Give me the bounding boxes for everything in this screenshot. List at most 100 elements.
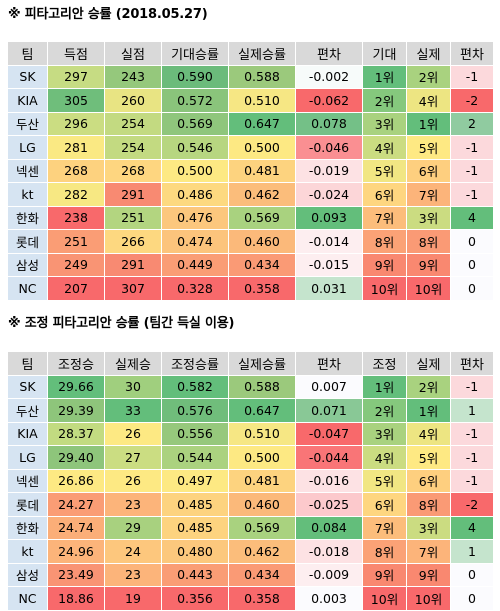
value-cell: 8위 <box>362 229 407 254</box>
header-cell: 편차 <box>295 41 363 66</box>
table-row: kt 24.96 24 0.480 0.462 -0.018 8위 7위 1 <box>7 539 494 564</box>
value-cell: -1 <box>450 135 494 160</box>
value-cell: 0.434 <box>228 252 296 277</box>
table-row: SK 29.66 30 0.582 0.588 0.007 1위 2위 -1 <box>7 374 494 399</box>
value-cell: 4위 <box>362 135 407 160</box>
value-cell: 3위 <box>362 111 407 136</box>
value-cell: 2위 <box>362 88 407 113</box>
table-row: 삼성 23.49 23 0.443 0.434 -0.009 9위 9위 0 <box>7 562 494 587</box>
team-cell: kt <box>7 539 48 564</box>
header-cell: 실제승률 <box>228 41 296 66</box>
value-cell: 23 <box>104 492 162 517</box>
value-cell: -0.024 <box>295 182 363 207</box>
value-cell: 0.647 <box>228 398 296 423</box>
table-row: SK 297 243 0.590 0.588 -0.002 1위 2위 -1 <box>7 64 494 89</box>
value-cell: 6위 <box>362 182 407 207</box>
header-cell: 기대 <box>362 41 407 66</box>
pythagorean-title: ※ 피타고리안 승률 (2018.05.27) <box>8 7 208 22</box>
header-cell: 실점 <box>104 41 162 66</box>
value-cell: 1위 <box>406 398 451 423</box>
value-cell: 0.328 <box>161 276 229 301</box>
value-cell: 3위 <box>406 205 451 230</box>
value-cell: 29.39 <box>47 398 105 423</box>
value-cell: 5위 <box>362 158 407 183</box>
value-cell: 0.007 <box>295 374 363 399</box>
value-cell: 0.481 <box>228 158 296 183</box>
value-cell: 1위 <box>362 374 407 399</box>
value-cell: 0.460 <box>228 229 296 254</box>
value-cell: 0.590 <box>161 64 229 89</box>
value-cell: 207 <box>47 276 105 301</box>
value-cell: 4 <box>450 205 494 230</box>
value-cell: 0.500 <box>161 158 229 183</box>
value-cell: 291 <box>104 252 162 277</box>
pythagorean-table: 팀 득점 실점 기대승률 실제승률 편차 기대 실제 편차 SK 297 243 0.590 0.588… <box>7 41 494 301</box>
header-row: 팀 득점 실점 기대승률 실제승률 편차 기대 실제 편차 <box>7 41 494 66</box>
value-cell: 260 <box>104 88 162 113</box>
header-cell: 실제승률 <box>228 351 296 376</box>
value-cell: 282 <box>47 182 105 207</box>
table-row: 두산 296 254 0.569 0.647 0.078 3위 1위 2 <box>7 111 494 136</box>
team-cell: SK <box>7 64 48 89</box>
value-cell: 2 <box>450 111 494 136</box>
value-cell: 29 <box>104 515 162 540</box>
header-cell: 편차 <box>450 41 494 66</box>
value-cell: 0 <box>450 252 494 277</box>
value-cell: 0.462 <box>228 182 296 207</box>
value-cell: 5위 <box>406 135 451 160</box>
value-cell: 9위 <box>362 252 407 277</box>
value-cell: 0.556 <box>161 421 229 446</box>
value-cell: -0.009 <box>295 562 363 587</box>
value-cell: 0.569 <box>228 205 296 230</box>
value-cell: -0.002 <box>295 64 363 89</box>
value-cell: 29.40 <box>47 445 105 470</box>
table-row: NC 207 307 0.328 0.358 0.031 10위 10위 0 <box>7 276 494 301</box>
team-cell: 넥센 <box>7 158 48 183</box>
table-row: 한화 24.74 29 0.485 0.569 0.084 7위 3위 4 <box>7 515 494 540</box>
value-cell: 0.358 <box>228 276 296 301</box>
value-cell: 2위 <box>362 398 407 423</box>
team-cell: kt <box>7 182 48 207</box>
value-cell: -0.062 <box>295 88 363 113</box>
header-cell: 팀 <box>7 41 48 66</box>
header-cell: 조정승 <box>47 351 105 376</box>
value-cell: -0.018 <box>295 539 363 564</box>
value-cell: 29.66 <box>47 374 105 399</box>
table-row: LG 281 254 0.546 0.500 -0.046 4위 5위 -1 <box>7 135 494 160</box>
value-cell: 291 <box>104 182 162 207</box>
team-cell: 두산 <box>7 398 48 423</box>
value-cell: 4위 <box>406 88 451 113</box>
value-cell: 0.510 <box>228 421 296 446</box>
value-cell: -0.044 <box>295 445 363 470</box>
value-cell: 4 <box>450 515 494 540</box>
value-cell: 7위 <box>362 515 407 540</box>
value-cell: 0.071 <box>295 398 363 423</box>
header-cell: 실제승 <box>104 351 162 376</box>
value-cell: 23 <box>104 562 162 587</box>
table-row: kt 282 291 0.486 0.462 -0.024 6위 7위 -1 <box>7 182 494 207</box>
value-cell: 26.86 <box>47 468 105 493</box>
value-cell: 23.49 <box>47 562 105 587</box>
value-cell: -0.046 <box>295 135 363 160</box>
value-cell: 1위 <box>406 111 451 136</box>
value-cell: 0.569 <box>228 515 296 540</box>
value-cell: -1 <box>450 421 494 446</box>
value-cell: 0.358 <box>228 586 296 611</box>
value-cell: 27 <box>104 445 162 470</box>
value-cell: -0.014 <box>295 229 363 254</box>
value-cell: 24.27 <box>47 492 105 517</box>
header-cell: 득점 <box>47 41 105 66</box>
value-cell: 307 <box>104 276 162 301</box>
value-cell: 9위 <box>406 562 451 587</box>
value-cell: -0.047 <box>295 421 363 446</box>
value-cell: 24.96 <box>47 539 105 564</box>
team-cell: 한화 <box>7 205 48 230</box>
team-cell: LG <box>7 445 48 470</box>
value-cell: -2 <box>450 88 494 113</box>
value-cell: 0.546 <box>161 135 229 160</box>
value-cell: 6위 <box>406 158 451 183</box>
team-cell: 롯데 <box>7 229 48 254</box>
value-cell: -0.015 <box>295 252 363 277</box>
value-cell: 5위 <box>406 445 451 470</box>
value-cell: 0 <box>450 229 494 254</box>
